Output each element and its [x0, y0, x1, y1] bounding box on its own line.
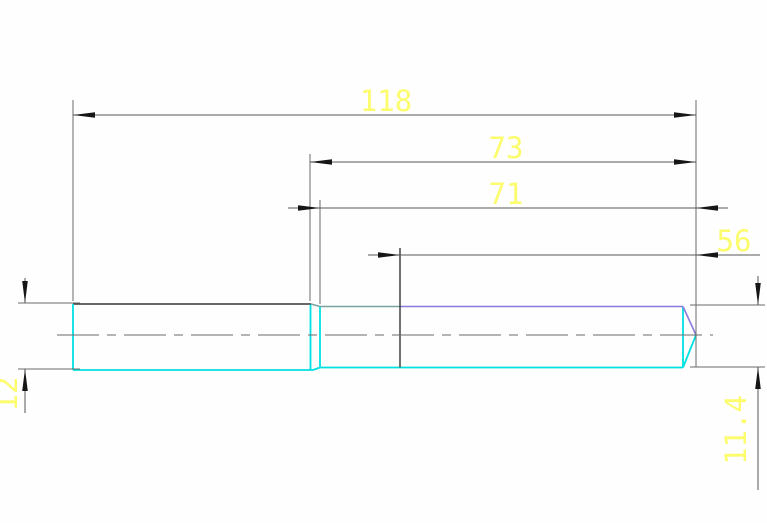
arrowhead-up-icon: [755, 367, 761, 389]
dimension-11-4[interactable]: 11.4: [690, 276, 765, 490]
dimension-12[interactable]: 12: [0, 278, 80, 413]
dimension-56[interactable]: 56: [368, 224, 760, 258]
cone-bottom-diagonal[interactable]: [682, 334, 697, 368]
arrowhead-left-icon: [298, 205, 320, 211]
cone-top-diagonal[interactable]: [682, 306, 697, 336]
arrowhead-right-icon: [674, 159, 696, 165]
dim-text-118[interactable]: 118: [360, 84, 412, 118]
part-bottom-step-chamfer[interactable]: [312, 366, 321, 371]
dimension-118[interactable]: 118: [72, 84, 697, 367]
arrowhead-left-icon: [73, 112, 95, 118]
arrowhead-right-icon: [696, 205, 718, 211]
dim-text-71[interactable]: 71: [489, 177, 524, 211]
arrowhead-right-icon: [696, 252, 718, 258]
arrowhead-left-icon: [378, 252, 400, 258]
dim-text-11-4[interactable]: 11.4: [719, 395, 753, 465]
arrowhead-right-icon: [674, 112, 696, 118]
arrowhead-left-icon: [310, 159, 332, 165]
arrowhead-up-icon: [22, 369, 28, 391]
part-top-step-chamfer[interactable]: [310, 303, 321, 308]
dim-text-73[interactable]: 73: [489, 131, 524, 165]
dim-text-12[interactable]: 12: [0, 377, 24, 412]
arrowhead-down-icon: [755, 283, 761, 305]
dimension-73[interactable]: 73: [309, 131, 696, 301]
dim-text-56[interactable]: 56: [717, 224, 752, 258]
part-view: [72, 248, 697, 371]
arrowhead-down-icon: [22, 281, 28, 303]
dimension-71[interactable]: 71: [288, 177, 728, 304]
